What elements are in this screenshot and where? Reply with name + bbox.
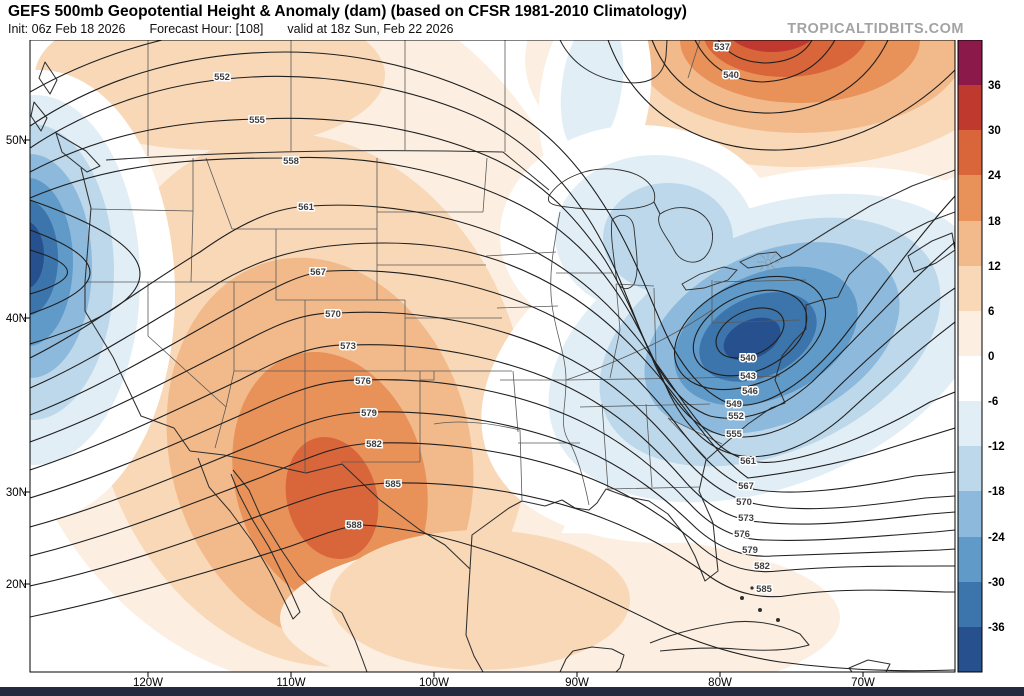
colorbar-tick: -12	[988, 441, 1005, 453]
contour-label: 552	[214, 72, 230, 83]
colorbar-segment	[958, 582, 982, 627]
lon-label: 110W	[276, 677, 305, 689]
colorbar-tick: -24	[988, 532, 1005, 544]
map-frame	[29, 40, 956, 673]
colorbar-segment	[958, 221, 982, 266]
contour-label: 558	[283, 156, 299, 167]
colorbar-segment	[958, 311, 982, 356]
page-title: GEFS 500mb Geopotential Height & Anomaly…	[8, 3, 687, 20]
contour-label: 552	[728, 411, 744, 422]
lon-label: 70W	[851, 677, 875, 689]
contour-label: 561	[298, 202, 315, 213]
colorbar-tick: 0	[988, 351, 994, 363]
contour-label: 540	[723, 70, 739, 81]
contour-label: 570	[736, 497, 752, 508]
contour-label: 555	[249, 115, 266, 126]
contour-labels: 552 555 558 561 567 570 573 576 579 582 …	[213, 41, 775, 597]
contour-label: 549	[726, 399, 742, 410]
colorbar-segment	[958, 266, 982, 311]
contour-label: 573	[738, 513, 754, 524]
contour-label: 537	[714, 42, 730, 53]
contour-label: 561	[740, 456, 757, 467]
weather-map: 552 555 558 561 567 570 573 576 579 582 …	[0, 40, 1024, 696]
colorbar-tick: 24	[988, 170, 1001, 182]
colorbar-segment	[958, 85, 982, 130]
colorbar-tick: 30	[988, 125, 1001, 137]
colorbar-frame	[957, 40, 983, 673]
contour-label: 567	[310, 267, 326, 278]
lat-label: 40N	[6, 313, 27, 325]
longitude-axis: 120W 110W 100W 90W 80W 70W	[133, 672, 875, 689]
colorbar-segment	[958, 491, 982, 537]
tropicaltidbits-logo-watermark	[757, 251, 779, 273]
coastlines	[30, 40, 955, 672]
colorbar-tick: -36	[988, 622, 1005, 634]
lat-label: 20N	[6, 579, 27, 591]
contour-label: 576	[355, 376, 371, 387]
colorbar-tick: 18	[988, 216, 1001, 228]
contour-label: 567	[738, 481, 754, 492]
colorbar-segment	[958, 130, 982, 175]
colorbar-segment	[958, 627, 982, 672]
contour-label: 555	[726, 429, 743, 440]
contour-label: 585	[385, 479, 402, 490]
player-bar[interactable]	[0, 687, 1024, 696]
colorbar-tick: -18	[988, 486, 1005, 498]
colorbar-segment	[958, 401, 982, 446]
contour-label: 546	[742, 386, 758, 397]
header: GEFS 500mb Geopotential Height & Anomaly…	[0, 0, 1024, 40]
forecast-hour: Forecast Hour: [108]	[149, 22, 264, 36]
contour-label: 588	[346, 520, 362, 531]
lon-label: 80W	[708, 677, 732, 689]
contour-label: 585	[756, 584, 773, 595]
colorbar-tick: 12	[988, 261, 1001, 273]
bahamas-islands	[740, 586, 780, 622]
lat-label: 50N	[6, 135, 27, 147]
anomaly-colorbar: 36 30 24 18 12 6 0 -6 -12 -18 -24 -30 -3…	[957, 40, 1005, 673]
contour-label: 576	[734, 529, 750, 540]
contour-label: 570	[325, 309, 341, 320]
lat-label: 30N	[6, 487, 27, 499]
lon-label: 90W	[565, 677, 589, 689]
init-time: Init: 06z Feb 18 2026	[8, 22, 126, 36]
colorbar-segment	[958, 446, 982, 491]
contour-label: 579	[361, 408, 377, 419]
run-info: Init: 06z Feb 18 2026 Forecast Hour: [108…	[8, 22, 478, 36]
colorbar-segment	[958, 40, 982, 85]
latitude-axis: 50N 40N 30N 20N	[6, 135, 30, 591]
colorbar-tick: -30	[988, 577, 1005, 589]
contour-label: 543	[740, 371, 756, 382]
colorbar-tick: -6	[988, 396, 998, 408]
brand-watermark: TROPICALTIDBITS.COM	[787, 21, 964, 37]
colorbar-segment	[958, 356, 982, 401]
contour-label: 582	[754, 561, 770, 572]
state-borders	[85, 40, 807, 506]
colorbar-tick: 6	[988, 306, 994, 318]
colorbar-segment	[958, 175, 982, 221]
contour-label: 540	[740, 353, 756, 364]
height-contours	[30, 40, 955, 672]
colorbar-segment	[958, 537, 982, 582]
valid-time: valid at 18z Sun, Feb 22 2026	[287, 22, 454, 36]
colorbar-tick: 36	[988, 80, 1001, 92]
anomaly-shading	[30, 40, 955, 672]
contour-label: 582	[366, 439, 382, 450]
lon-label: 100W	[419, 677, 449, 689]
geography	[30, 40, 955, 672]
great-lakes	[547, 168, 783, 291]
lon-label: 120W	[133, 677, 163, 689]
contour-label: 579	[742, 545, 758, 556]
contour-label: 573	[340, 341, 356, 352]
